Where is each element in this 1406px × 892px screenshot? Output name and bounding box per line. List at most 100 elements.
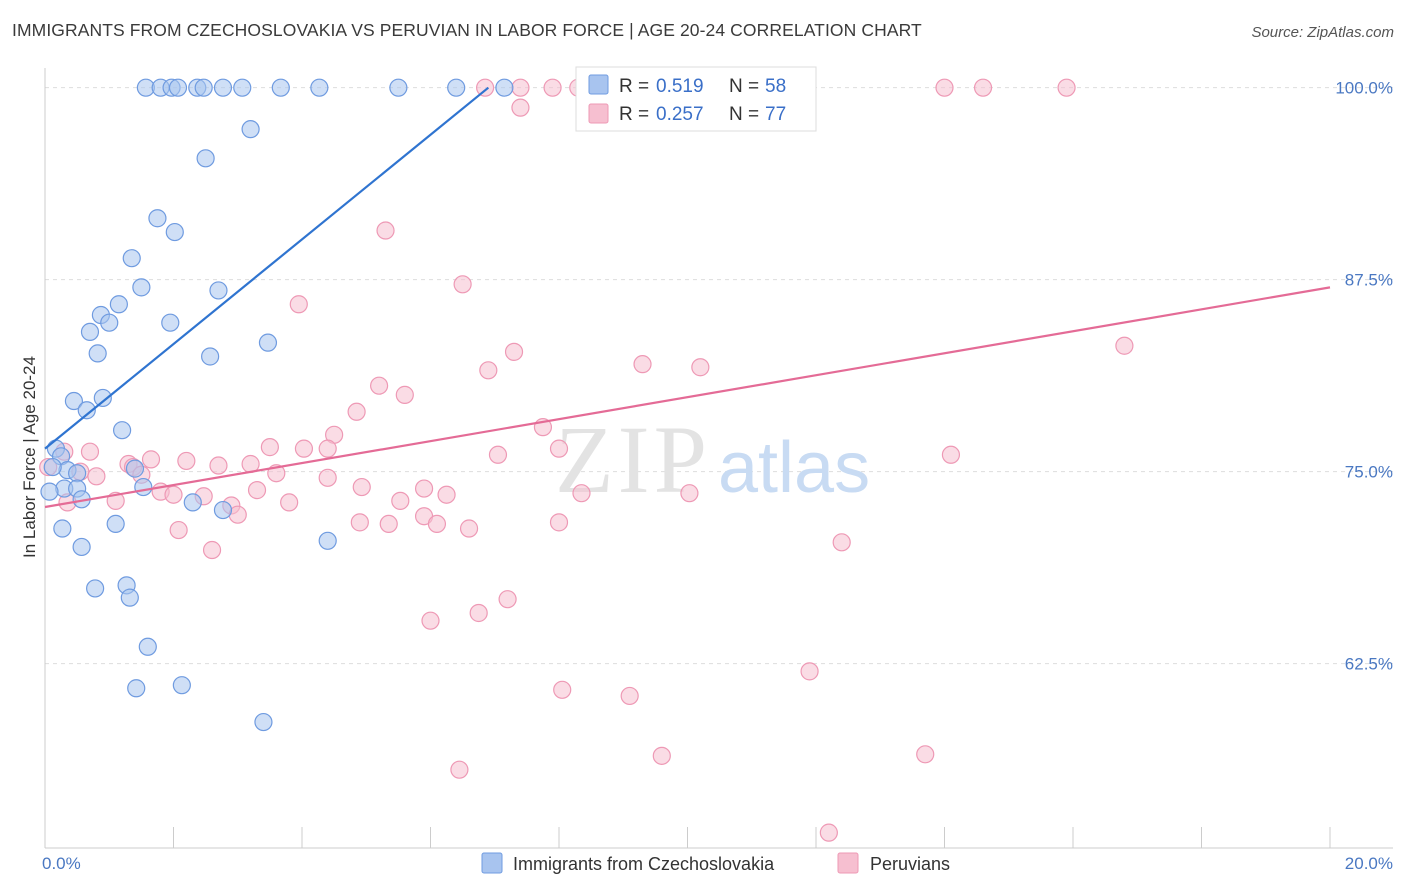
point-czechoslovakia-45: [53, 519, 72, 538]
point-peruvian-2: [543, 78, 562, 97]
legend-r-value-pink: 0.257: [656, 104, 704, 125]
point-peruvian-7: [935, 78, 954, 97]
trend-line-czechoslovakia: [44, 86, 490, 450]
trend-line-peruvians: [44, 286, 1331, 509]
point-czechoslovakia-54: [172, 676, 191, 695]
point-peruvian-77: [819, 823, 838, 842]
point-peruvian-12: [453, 275, 472, 294]
y-tick-label-3: 100.0%: [1335, 79, 1393, 98]
point-peruvian-54: [391, 491, 410, 510]
inset-legend: R = 0.519 N = 58 R = 0.257 N = 77: [575, 66, 817, 132]
chart-title: IMMIGRANTS FROM CZECHOSLOVAKIA VS PERUVI…: [12, 20, 922, 40]
point-peruvian-10: [511, 98, 530, 117]
point-peruvian-60: [202, 540, 222, 560]
point-czechoslovakia-19: [209, 281, 228, 300]
point-peruvian-76: [450, 760, 469, 779]
point-peruvian-37: [87, 467, 106, 486]
point-czechoslovakia-17: [122, 249, 141, 268]
point-czechoslovakia-25: [88, 344, 107, 363]
point-peruvian-15: [479, 361, 498, 380]
series-peruvians: [39, 78, 1134, 842]
point-peruvian-28: [209, 456, 228, 475]
point-czechoslovakia-55: [254, 712, 273, 732]
x-tick-label-min: 0.0%: [42, 854, 81, 873]
point-czechoslovakia-15: [148, 209, 167, 228]
point-peruvian-31: [318, 439, 337, 458]
point-czechoslovakia-16: [165, 222, 184, 242]
point-czechoslovakia-13: [241, 120, 260, 139]
point-czechoslovakia-28: [64, 391, 84, 411]
point-czechoslovakia-11: [447, 78, 466, 97]
point-czechoslovakia-12: [495, 78, 514, 97]
legend-r-label-blue: R =: [619, 76, 649, 97]
point-czechoslovakia-3: [168, 78, 188, 97]
point-czechoslovakia-31: [112, 421, 132, 440]
point-czechoslovakia-49: [86, 579, 105, 598]
point-czechoslovakia-8: [271, 78, 290, 97]
x-tick-label-max: 20.0%: [1345, 854, 1393, 873]
legend-r-value-blue: 0.519: [656, 76, 704, 97]
legend-n-value-blue: 58: [765, 76, 786, 97]
point-peruvian-17: [691, 358, 710, 377]
point-czechoslovakia-29: [93, 388, 112, 408]
point-czechoslovakia-52: [138, 637, 157, 656]
point-peruvian-75: [916, 745, 935, 764]
point-czechoslovakia-27: [258, 333, 278, 352]
point-czechoslovakia-9: [310, 78, 329, 97]
point-peruvian-67: [832, 533, 851, 552]
point-czechoslovakia-14: [196, 149, 215, 168]
legend-box: [575, 66, 817, 132]
point-czechoslovakia-42: [134, 477, 153, 497]
watermark-atlas: atlas: [718, 428, 870, 508]
point-czechoslovakia-37: [43, 457, 62, 477]
point-czechoslovakia-26: [201, 347, 220, 366]
point-czechoslovakia-5: [194, 78, 213, 97]
point-peruvian-64: [427, 514, 447, 534]
point-czechoslovakia-46: [106, 514, 125, 534]
point-peruvian-1: [511, 78, 530, 97]
point-peruvian-69: [469, 603, 488, 623]
point-czechoslovakia-24: [161, 313, 180, 332]
bottom-legend: Immigrants from Czechoslovakia Peruvians: [481, 852, 950, 874]
legend-r-label-pink: R =: [619, 104, 649, 125]
point-czechoslovakia-43: [213, 500, 233, 520]
point-czechoslovakia-48: [318, 531, 337, 550]
y-tick-labels: 62.5% 75.0% 87.5% 100.0%: [1335, 79, 1393, 674]
point-peruvian-71: [800, 662, 819, 681]
source-label: Source: ZipAtlas.com: [1251, 24, 1394, 41]
point-peruvian-61: [350, 513, 369, 532]
point-czechoslovakia-20: [109, 295, 128, 314]
point-peruvian-9: [1057, 78, 1076, 97]
point-peruvian-30: [294, 439, 314, 458]
point-peruvian-68: [498, 590, 517, 609]
legend-swatch-pink: [588, 103, 609, 124]
point-czechoslovakia-41: [183, 493, 202, 512]
point-peruvian-73: [620, 686, 639, 706]
y-tick-label-0: 62.5%: [1345, 655, 1393, 674]
trend-lines: [44, 86, 1331, 509]
point-czechoslovakia-53: [127, 679, 146, 698]
point-peruvian-53: [352, 477, 371, 497]
point-peruvian-33: [549, 439, 569, 458]
point-czechoslovakia-7: [233, 78, 252, 97]
point-peruvian-0: [476, 78, 495, 97]
point-peruvian-57: [572, 484, 591, 503]
y-axis-label: In Labor Force | Age 20-24: [20, 356, 39, 558]
point-peruvian-29: [260, 438, 279, 457]
point-czechoslovakia-22: [100, 313, 119, 332]
y-tick-label-2: 87.5%: [1345, 271, 1393, 290]
legend-n-value-pink: 77: [765, 104, 786, 125]
point-peruvian-47: [164, 485, 183, 504]
point-czechoslovakia-23: [80, 322, 100, 342]
point-peruvian-55: [414, 479, 434, 498]
point-czechoslovakia-35: [68, 464, 87, 483]
point-peruvian-59: [169, 520, 188, 540]
point-peruvian-72: [553, 680, 572, 699]
point-peruvian-43: [318, 468, 337, 487]
legend-n-label-blue: N =: [729, 76, 759, 97]
point-czechoslovakia-47: [72, 537, 91, 557]
point-czechoslovakia-30: [77, 401, 96, 420]
point-peruvian-58: [680, 484, 699, 503]
series-czechoslovakia: [40, 78, 514, 732]
